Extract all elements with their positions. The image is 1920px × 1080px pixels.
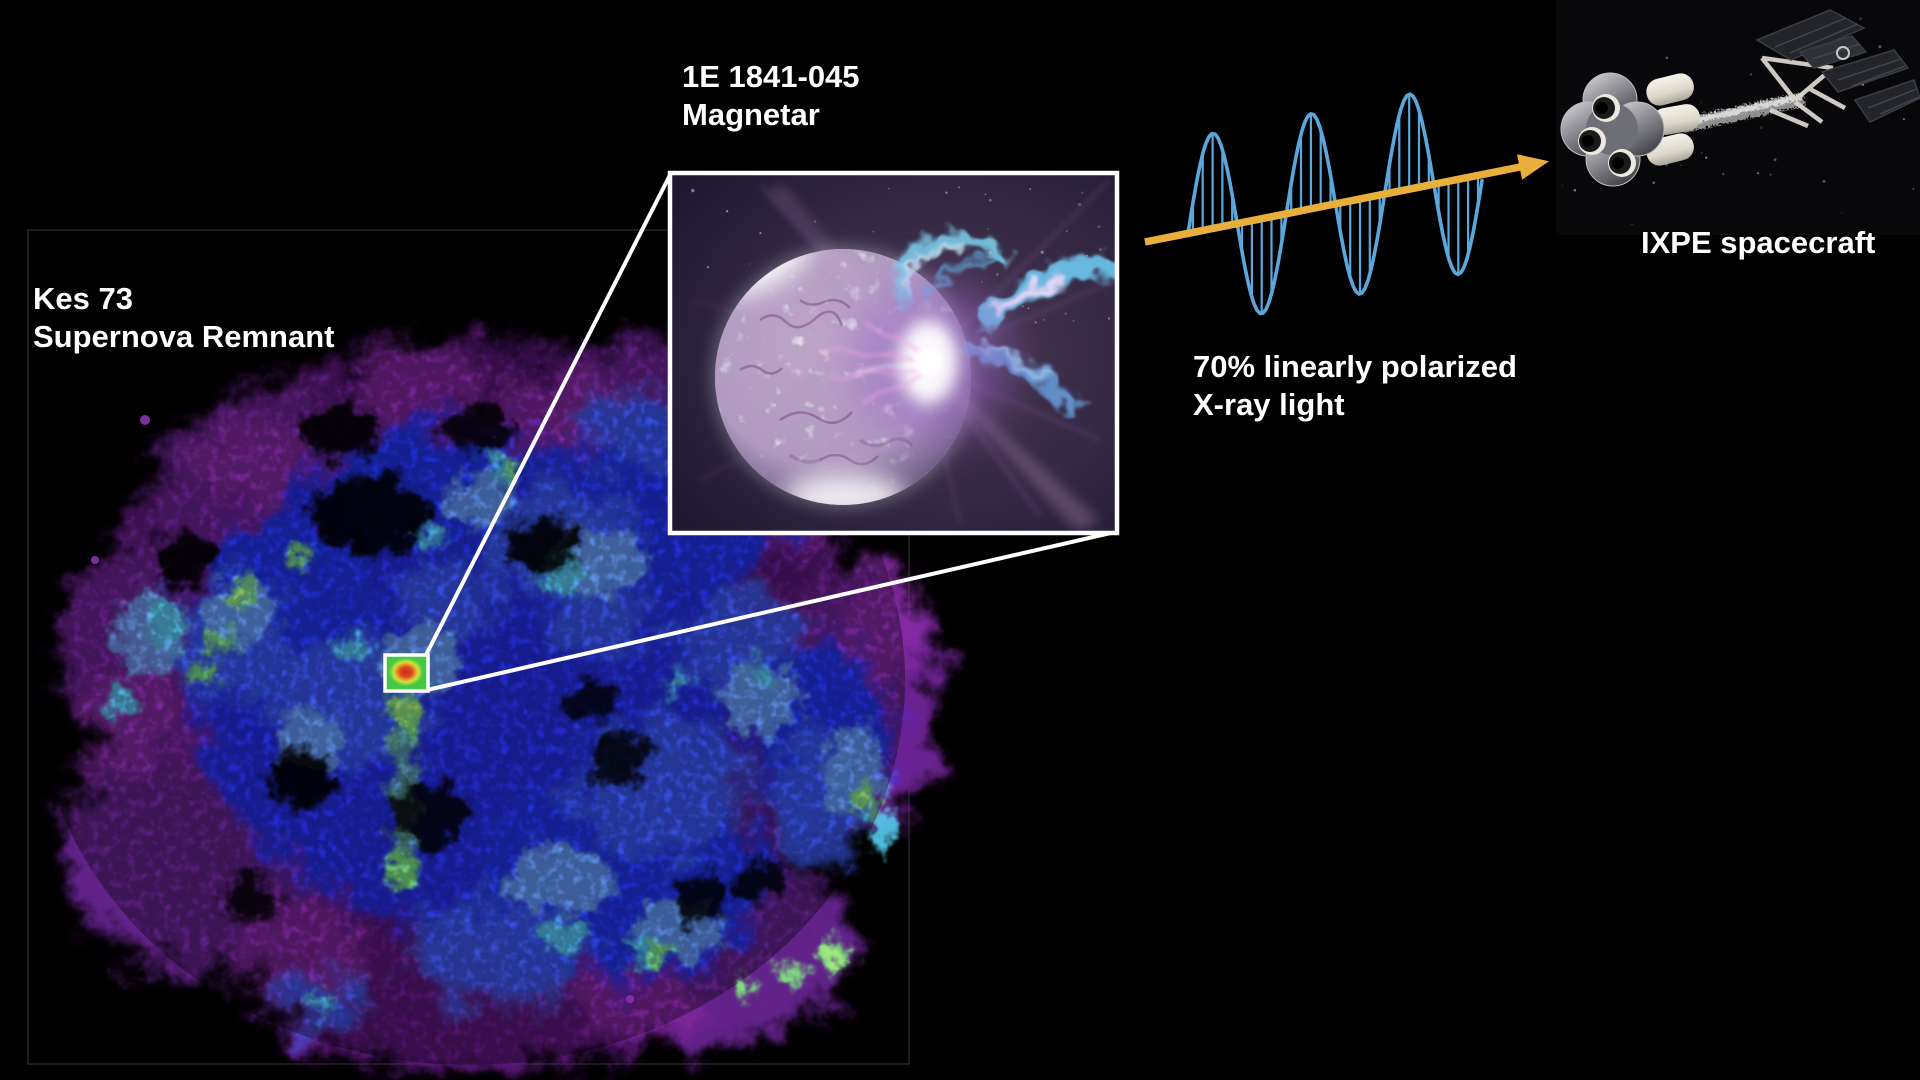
magnetar-label: 1E 1841-045 Magnetar — [682, 58, 860, 134]
callout-line-upper — [423, 174, 672, 658]
polarization-arrow — [1144, 154, 1549, 246]
polarization-label: 70% linearly polarized X-ray light — [1193, 348, 1517, 424]
remnant-label-line2: Supernova Remnant — [33, 319, 335, 354]
magnetar-source-box — [383, 653, 430, 693]
magnetar-label-line2: Magnetar — [682, 97, 820, 132]
polarization-label-line1: 70% linearly polarized — [1193, 349, 1517, 384]
callout-line-lower — [426, 530, 1116, 692]
magnetar-inset-frame — [667, 170, 1120, 536]
polarization-label-line2: X-ray light — [1193, 387, 1345, 422]
callout-lines — [423, 174, 1116, 692]
remnant-label-line1: Kes 73 — [33, 281, 133, 316]
ixpe-spacecraft-image — [1556, 0, 1920, 235]
magnetar-inset-art — [672, 175, 1115, 531]
spacecraft-label: IXPE spacecraft — [1641, 225, 1876, 260]
magnetar-label-line1: 1E 1841-045 — [682, 59, 860, 94]
remnant-label: Kes 73 Supernova Remnant — [33, 280, 334, 356]
